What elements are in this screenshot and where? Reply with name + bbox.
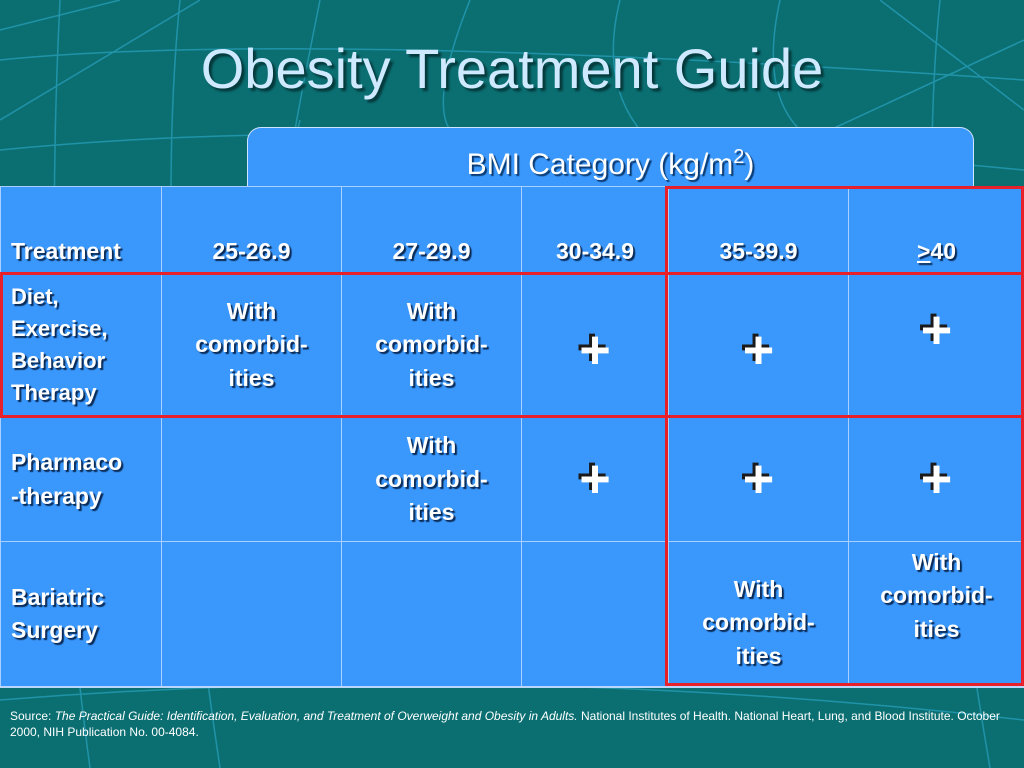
header-bmi-35-39.9: 35-39.9 (668, 186, 849, 273)
treatment-table: Treatment 25-26.9 27-29.9 30-34.9 35-39.… (0, 186, 1024, 687)
table-header-row: Treatment 25-26.9 27-29.9 30-34.9 35-39.… (0, 186, 1024, 273)
plus-icon: + (579, 449, 611, 510)
cell-pharm-c3: + (521, 417, 669, 542)
cell-pharm-c5: + (848, 417, 1024, 542)
table-row: Diet, Exercise, Behavior Therapy With comorb… (0, 272, 1024, 418)
cell-diet-c4: + (668, 272, 849, 418)
header-bmi-27-29.9: 27-29.9 (341, 186, 522, 273)
cell-bariatric-c4: With comorbid-ities (668, 541, 849, 687)
plus-icon: + (742, 319, 775, 380)
source-work-title: The Practical Guide: Identification, Eva… (54, 709, 578, 723)
row-label-bariatric-surgery: Bariatric Surgery (0, 541, 162, 687)
cell-pharm-c4: + (668, 417, 849, 542)
cell-bariatric-c2 (341, 541, 522, 687)
plus-icon: + (579, 319, 611, 380)
header-bmi-25-26.9: 25-26.9 (161, 186, 342, 273)
table-row: Pharmaco -therapy With comorbid-ities + + … (0, 417, 1024, 542)
plus-icon: + (920, 449, 953, 510)
greater-equal-symbol: > (916, 237, 931, 264)
cell-diet-c1: With comorbid-ities (161, 272, 342, 418)
cell-diet-c5: + (848, 272, 1024, 418)
plus-icon: + (742, 449, 775, 510)
cell-pharm-c1 (161, 417, 342, 542)
cell-bariatric-c3 (521, 541, 669, 687)
table-row: Bariatric Surgery With comorbid-ities With… (0, 541, 1024, 687)
slide-title: Obesity Treatment Guide (200, 37, 824, 100)
superscript-two: 2 (733, 146, 745, 168)
cell-diet-c3: + (521, 272, 669, 418)
footer-divider (0, 686, 1024, 688)
source-citation: Source: The Practical Guide: Identificat… (10, 709, 1000, 739)
header-treatment: Treatment (0, 186, 162, 273)
plus-icon: + (920, 300, 953, 360)
cell-bariatric-c1 (161, 541, 342, 687)
header-bmi-30-34.9: 30-34.9 (521, 186, 669, 273)
cell-diet-c2: With comorbid-ities (341, 272, 522, 418)
bmi-category-header: BMI Category (kg/m2) (247, 127, 974, 189)
cell-bariatric-c5: With comorbid-ities (848, 541, 1024, 687)
row-label-diet: Diet, Exercise, Behavior Therapy (0, 272, 162, 418)
cell-pharm-c2: With comorbid-ities (341, 417, 522, 542)
row-label-pharmacotherapy: Pharmaco -therapy (0, 417, 162, 542)
header-bmi-40-plus: >40 (848, 186, 1024, 273)
bmi-category-label: BMI Category (kg/m2) (466, 146, 755, 181)
